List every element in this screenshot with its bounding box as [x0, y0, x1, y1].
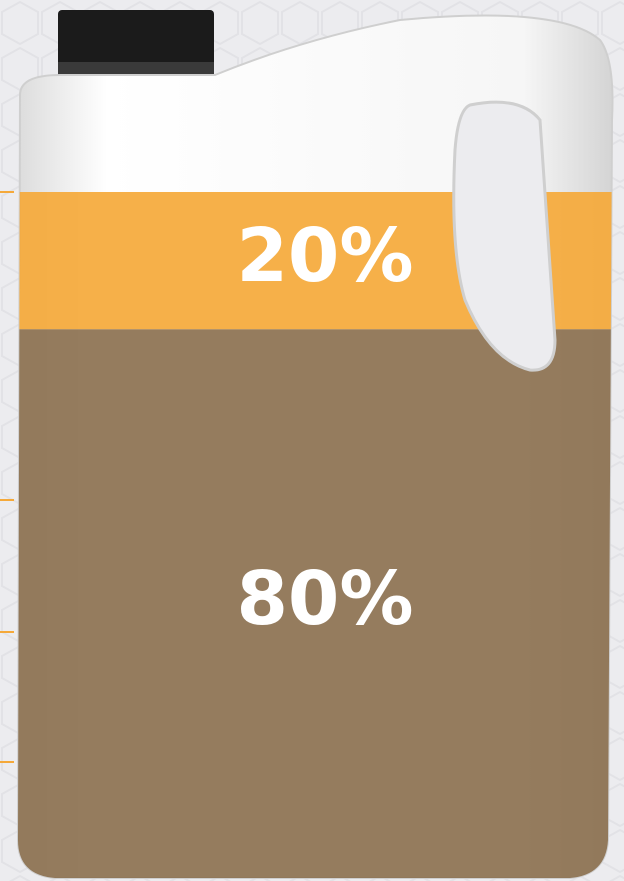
page: 80%20% (() => { const data = JSON.parse(… [0, 0, 624, 881]
value-label: 20% [236, 213, 413, 299]
cap-ring [58, 62, 214, 76]
value-label: 80% [236, 556, 413, 642]
chart: 80% 20% [0, 0, 624, 881]
